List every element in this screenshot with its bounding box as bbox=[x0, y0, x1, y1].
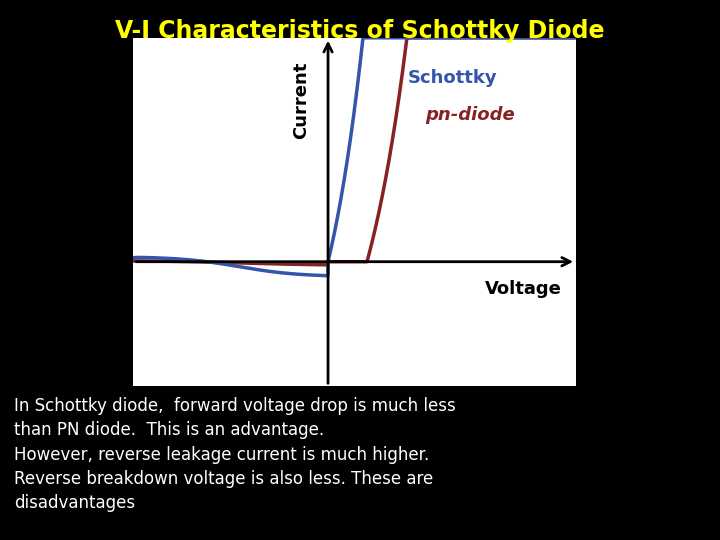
Text: Voltage: Voltage bbox=[485, 280, 562, 299]
Text: V-I Characteristics of Schottky Diode: V-I Characteristics of Schottky Diode bbox=[115, 19, 605, 43]
Text: Schottky: Schottky bbox=[408, 69, 498, 87]
Text: pn-diode: pn-diode bbox=[426, 106, 516, 124]
Text: Current: Current bbox=[292, 62, 310, 139]
Text: In Schottky diode,  forward voltage drop is much less
than PN diode.  This is an: In Schottky diode, forward voltage drop … bbox=[14, 397, 456, 512]
